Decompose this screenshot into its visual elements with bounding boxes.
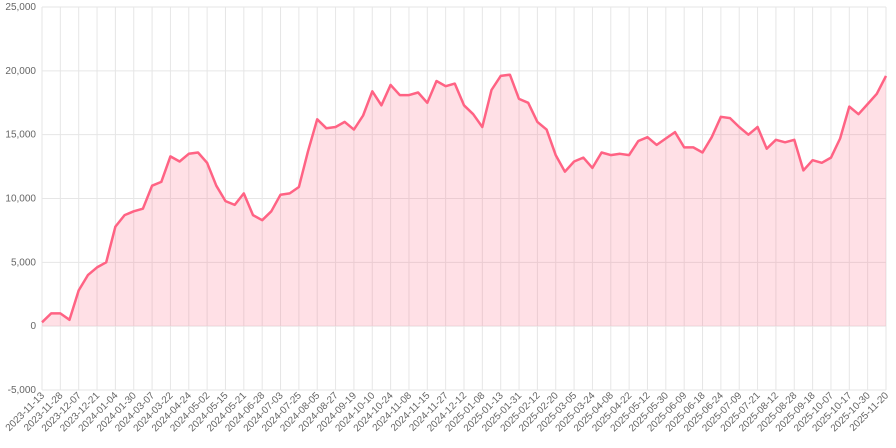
line xyxy=(41,73,888,324)
y-tick-label: 20,000 xyxy=(5,66,36,77)
area xyxy=(42,74,886,327)
y-tick-label: 15,000 xyxy=(5,130,36,141)
y-tick-label: 10,000 xyxy=(5,194,36,205)
y-tick-label: 25,000 xyxy=(5,2,36,13)
y-tick-label: 5,000 xyxy=(11,257,36,268)
y-tick-label: -5,000 xyxy=(8,385,37,396)
y-tick-label: 0 xyxy=(30,321,36,332)
